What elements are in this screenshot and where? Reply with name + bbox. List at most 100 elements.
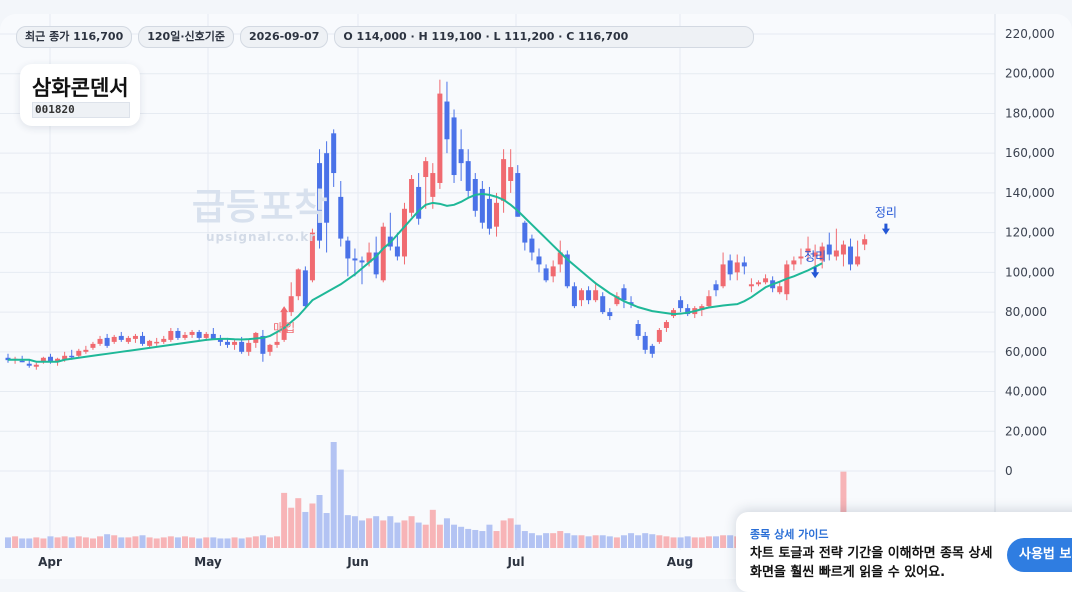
volume-bar — [628, 533, 635, 548]
y-tick-label: 100,000 — [1005, 265, 1055, 279]
ohlc-pill: O 114,000 · H 119,100 · L 111,200 · C 11… — [334, 26, 755, 48]
volume-bar — [507, 518, 514, 548]
volume-bar — [472, 529, 479, 548]
candle-body — [309, 232, 315, 281]
x-tick-label: May — [194, 555, 222, 569]
candle-body — [338, 196, 344, 239]
volume-bar — [139, 535, 146, 548]
candle-body — [826, 244, 832, 255]
candle-body — [529, 238, 535, 253]
volume-bar — [451, 524, 458, 548]
candle-body — [678, 300, 684, 309]
volume-bar — [493, 531, 500, 548]
volume-bar — [203, 537, 210, 548]
volume-bar — [344, 515, 351, 548]
candle-body — [26, 363, 32, 366]
candle-body — [401, 208, 407, 257]
candle-body — [62, 355, 68, 360]
volume-bar — [514, 524, 521, 548]
candle-body — [805, 248, 811, 253]
sell-arrow-icon — [881, 223, 890, 235]
candle-body — [741, 262, 747, 267]
y-tick-label: 40,000 — [1005, 385, 1047, 399]
candle-body — [798, 256, 804, 259]
candle-body — [175, 330, 181, 338]
volume-bar — [649, 534, 656, 548]
volume-bar — [118, 537, 125, 548]
volume-bar — [387, 516, 394, 548]
volume-bar — [224, 538, 231, 548]
candle-body — [394, 246, 400, 257]
volume-bar — [40, 538, 47, 548]
watermark-subtitle: upsignal.co.kr — [206, 230, 317, 244]
candle-body — [656, 329, 662, 342]
candle-body — [239, 341, 245, 352]
volume-bar — [443, 518, 450, 548]
volume-bar — [281, 492, 288, 548]
candle-body — [132, 335, 138, 339]
volume-bar — [252, 536, 259, 548]
guide-title: 종목 상세 가이드 — [750, 528, 829, 541]
candle-body — [479, 188, 485, 223]
candle-body — [536, 256, 542, 265]
x-tick-label: Jul — [506, 555, 524, 569]
volume-bar — [323, 513, 330, 548]
candle-body — [83, 349, 89, 352]
volume-bar — [12, 536, 19, 548]
volume-bar — [663, 536, 670, 548]
volume-bar — [408, 516, 415, 548]
candle-body — [430, 173, 436, 197]
candle-body — [317, 163, 323, 241]
candlestick-chart[interactable]: 220,000 200,000 180,000 160,000 140,000 120,0… — [0, 0, 1072, 579]
guide-open-button[interactable]: 사용법 보기 — [1007, 538, 1072, 572]
candle-body — [508, 167, 514, 181]
candle-body — [791, 260, 797, 265]
candle-body — [501, 159, 507, 201]
volume-bar — [359, 520, 365, 548]
candle-body — [649, 345, 655, 354]
candle-body — [295, 269, 301, 297]
watermark-title: 급등포착 — [192, 187, 329, 228]
volume-bar — [316, 495, 323, 548]
candle-body — [352, 258, 358, 261]
candle-body — [833, 250, 839, 257]
candle-body — [232, 341, 238, 345]
candle-body — [748, 284, 754, 287]
volume-bar — [578, 535, 585, 548]
candle-body — [607, 312, 613, 317]
candle-body — [246, 342, 252, 352]
candle-body — [543, 268, 549, 281]
volume-bar — [550, 533, 557, 548]
candle-body — [819, 246, 825, 261]
candle-body — [840, 244, 846, 255]
last-close-pill: 최근 종가 116,700 — [16, 26, 133, 48]
volume-bar — [266, 537, 273, 548]
volume-bar — [153, 538, 160, 548]
candle-body — [19, 360, 25, 363]
candle-body — [706, 296, 712, 307]
volume-bar — [642, 533, 649, 548]
candle-body — [196, 331, 202, 338]
candle-body — [437, 93, 443, 183]
volume-bar — [47, 536, 54, 548]
volume-bar — [238, 538, 245, 548]
candle-body — [168, 330, 174, 340]
period-pill[interactable]: 120일·신호기준 — [138, 26, 234, 48]
candle-body — [515, 173, 521, 217]
volume-bar — [33, 537, 40, 548]
volume-bar — [61, 536, 68, 548]
candle-body — [486, 198, 492, 229]
volume-bar — [585, 536, 592, 548]
candle-body — [642, 335, 648, 350]
volume-bar — [146, 537, 153, 548]
volume-bar — [691, 537, 698, 548]
candle-body — [416, 186, 422, 219]
volume-bar — [465, 528, 472, 548]
volume-bar — [486, 524, 493, 548]
candle-body — [104, 337, 110, 346]
candle-body — [33, 364, 39, 367]
volume-bar — [68, 537, 75, 548]
candle-body — [855, 256, 861, 265]
sell-arrow-icon — [811, 267, 820, 279]
volume-bar — [599, 535, 606, 548]
